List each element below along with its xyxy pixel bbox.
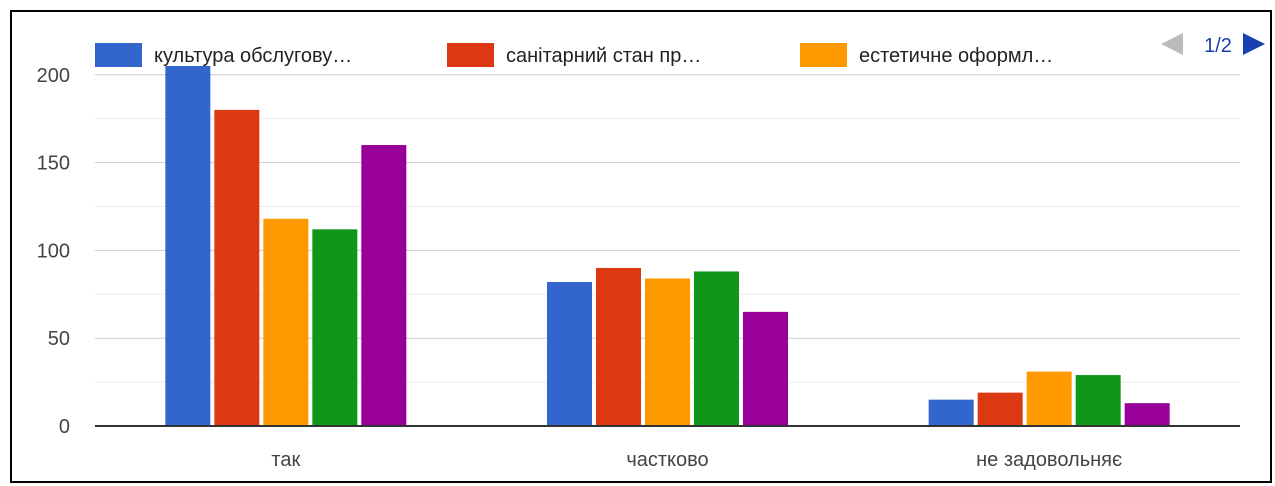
bar[interactable] [1124, 403, 1170, 426]
bar[interactable] [214, 109, 260, 426]
legend-label[interactable]: санітарний стан пр… [506, 45, 701, 67]
legend-label[interactable]: естетичне оформл… [859, 45, 1053, 67]
y-tick-label: 0 [59, 416, 70, 438]
x-tick-label: так [271, 449, 300, 471]
x-tick-label: частково [626, 449, 708, 471]
bar[interactable] [361, 145, 407, 426]
x-axis-ticks: так частково не задовольняє [271, 449, 1122, 471]
bar[interactable] [596, 267, 641, 426]
x-tick-label: не задовольняє [976, 449, 1122, 471]
y-tick-label: 100 [37, 240, 70, 262]
bar[interactable] [1026, 371, 1072, 426]
bar[interactable] [694, 271, 739, 426]
next-page-icon[interactable] [1243, 33, 1265, 55]
bar[interactable] [1075, 375, 1121, 426]
bar[interactable] [977, 392, 1023, 426]
prev-page-icon[interactable] [1161, 33, 1183, 55]
bar[interactable] [165, 66, 211, 426]
y-tick-label: 150 [37, 153, 70, 175]
bar[interactable] [645, 278, 690, 426]
y-axis-ticks: 0 50 100 150 200 [37, 65, 70, 438]
legend-label[interactable]: культура обслугову… [154, 45, 352, 67]
legend-swatch[interactable] [800, 43, 847, 67]
y-tick-label: 50 [48, 328, 70, 350]
legend[interactable]: культура обслугову… санітарний стан пр… ес… [95, 43, 1053, 67]
bar[interactable] [547, 282, 592, 426]
bar[interactable] [743, 311, 788, 426]
legend-swatch[interactable] [447, 43, 494, 67]
bar[interactable] [263, 218, 309, 426]
bar[interactable] [928, 399, 974, 426]
bars [165, 66, 1170, 426]
legend-swatch[interactable] [95, 43, 142, 67]
legend-pager[interactable]: 1/2 [1161, 33, 1265, 57]
legend-page-indicator: 1/2 [1204, 35, 1232, 57]
bar[interactable] [312, 229, 358, 426]
y-tick-label: 200 [37, 65, 70, 87]
